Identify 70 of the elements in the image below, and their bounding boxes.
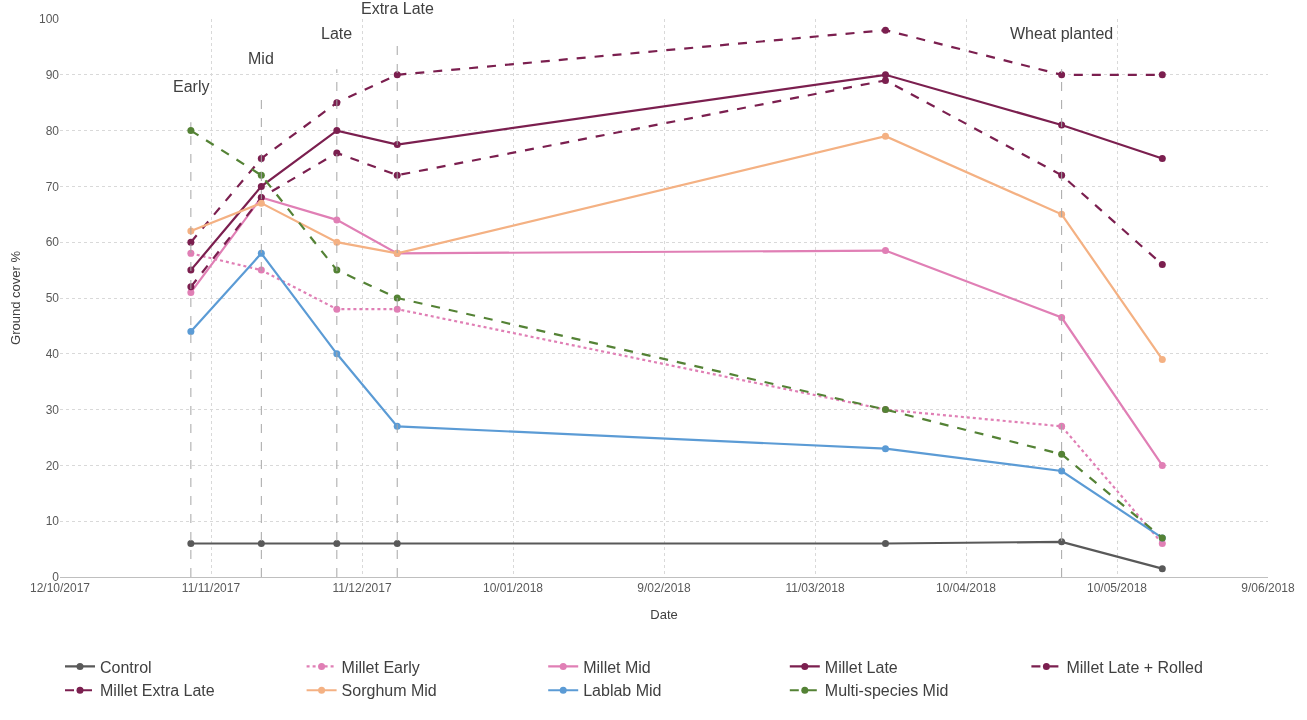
point — [257, 249, 265, 257]
legend-label: Millet Mid — [583, 658, 651, 676]
y-tick-label: 20 — [45, 458, 60, 473]
point — [187, 127, 195, 135]
ref-line-label: Early — [173, 78, 210, 95]
legend-label: Control — [100, 658, 152, 676]
point — [187, 288, 195, 296]
x-tick-label: 11/12/2017 — [332, 581, 392, 596]
point — [1158, 355, 1166, 363]
ref-line-label: Mid — [248, 50, 274, 67]
ref-line-label: Late — [321, 25, 353, 42]
point — [1158, 565, 1166, 573]
point — [881, 76, 889, 84]
point — [1058, 467, 1066, 475]
y-tick-label: 30 — [45, 402, 60, 417]
legend-label: Sorghum Mid — [341, 682, 437, 700]
y-tick-label: 90 — [45, 68, 60, 82]
point — [1158, 540, 1166, 548]
point — [1158, 71, 1166, 79]
point — [333, 127, 341, 135]
legend-label: Millet Late — [824, 658, 898, 676]
point — [393, 71, 401, 79]
point — [257, 199, 265, 207]
point — [257, 540, 265, 548]
point — [1158, 261, 1166, 269]
y-tick-label: 80 — [45, 123, 60, 138]
point — [881, 71, 889, 79]
legend-label: Multi-species Mid — [824, 682, 949, 700]
point — [881, 540, 889, 548]
y-tick-label: 100 — [38, 12, 60, 27]
x-axis-title: Date — [650, 607, 678, 622]
y-tick-label: 40 — [45, 347, 60, 361]
point — [1058, 450, 1066, 458]
point — [881, 247, 889, 255]
point — [187, 540, 195, 548]
y-tick-label: 50 — [45, 291, 60, 306]
point — [1158, 461, 1166, 469]
point — [333, 305, 341, 313]
point — [1158, 155, 1166, 162]
legend-label: Millet Late + Rolled — [1066, 658, 1203, 676]
x-tick-label: 11/11/2017 — [181, 581, 241, 596]
point — [333, 149, 341, 157]
x-tick-label: 9/02/2018 — [637, 581, 692, 596]
x-tick-label: 10/04/2018 — [935, 581, 997, 596]
x-tick-label: 10/01/2018 — [482, 581, 544, 596]
legend-label: Lablab Mid — [583, 682, 662, 700]
x-tick-label: 9/06/2018 — [1241, 581, 1296, 596]
y-tick-label: 10 — [45, 514, 60, 529]
point — [333, 238, 341, 246]
point — [333, 216, 341, 224]
legend-label: Millet Extra Late — [100, 682, 215, 700]
y-axis-title: Ground cover % — [7, 250, 23, 345]
point — [393, 305, 401, 313]
point — [257, 182, 265, 190]
point — [881, 132, 889, 140]
point — [1058, 71, 1066, 79]
point — [393, 540, 401, 548]
ref-line-label: Wheat planted — [1010, 25, 1114, 42]
point — [881, 445, 889, 453]
x-tick-label: 12/10/2017 — [29, 581, 91, 596]
point — [333, 540, 341, 548]
y-tick-label: 60 — [45, 235, 60, 250]
legend-label: Millet Early — [341, 658, 420, 676]
y-tick-label: 70 — [45, 179, 60, 194]
point — [1058, 538, 1066, 546]
point — [881, 26, 889, 34]
x-tick-label: 10/05/2018 — [1086, 581, 1148, 596]
point — [187, 327, 195, 335]
ref-line-label: Extra Late — [361, 0, 435, 17]
x-tick-label: 11/03/2018 — [785, 581, 845, 596]
